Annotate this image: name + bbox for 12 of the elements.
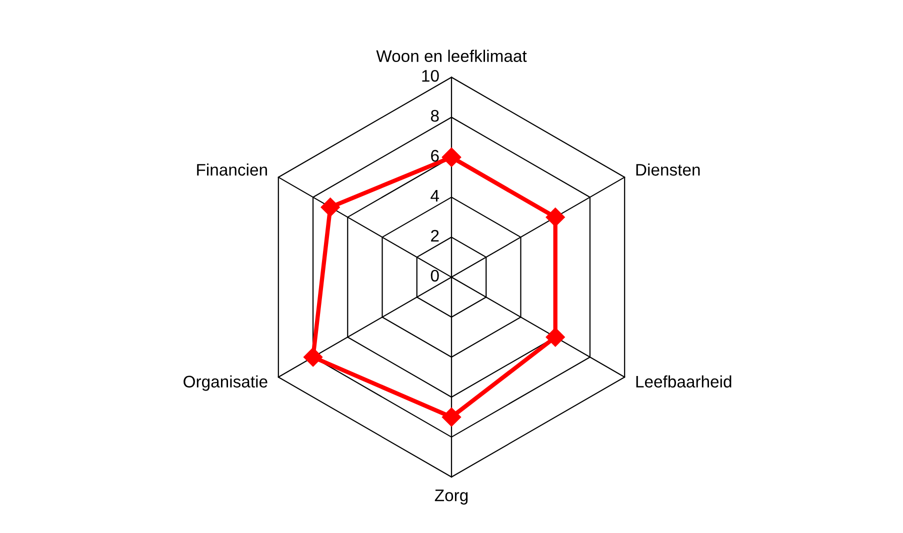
spoke-label: Financien xyxy=(197,163,267,176)
y-tick-label: 6 xyxy=(431,150,439,162)
spoke-label: Woon en leefklimaat xyxy=(376,50,527,62)
y-tick-label: 8 xyxy=(430,110,439,122)
spoke-label: Diensten xyxy=(636,163,700,176)
y-tick-label: 0 xyxy=(430,270,439,282)
spoke-label: Zorg xyxy=(434,490,468,505)
y-tick-label: 10 xyxy=(422,70,439,82)
y-tick-label: 4 xyxy=(430,190,440,202)
y-tick-label: 2 xyxy=(431,230,439,242)
spoke-label: Leefbaarheid xyxy=(636,375,732,388)
spoke-label: Organisatie xyxy=(184,375,268,391)
